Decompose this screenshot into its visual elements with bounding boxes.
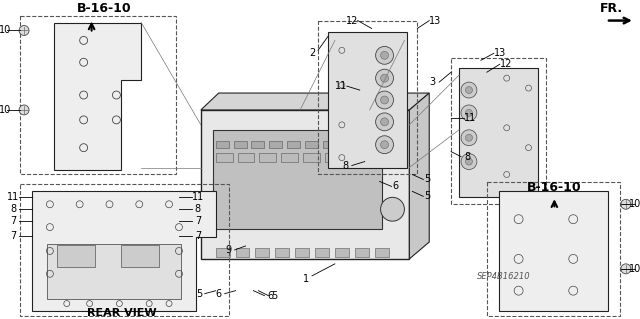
Polygon shape bbox=[201, 110, 410, 259]
Bar bbox=[325, 152, 342, 162]
Bar bbox=[315, 248, 329, 257]
Circle shape bbox=[19, 26, 29, 35]
Text: 5: 5 bbox=[196, 289, 202, 299]
Circle shape bbox=[621, 199, 631, 209]
Bar bbox=[341, 141, 354, 148]
Text: 2: 2 bbox=[309, 48, 315, 58]
Bar bbox=[374, 248, 388, 257]
Bar bbox=[236, 248, 250, 257]
Circle shape bbox=[461, 105, 477, 121]
Polygon shape bbox=[32, 191, 216, 310]
Polygon shape bbox=[499, 191, 608, 310]
Bar bbox=[303, 152, 320, 162]
Bar bbox=[216, 141, 228, 148]
Text: FR.: FR. bbox=[600, 2, 623, 15]
Circle shape bbox=[465, 134, 472, 141]
Text: 5: 5 bbox=[424, 174, 430, 184]
Text: 10: 10 bbox=[628, 199, 640, 209]
Circle shape bbox=[465, 158, 472, 165]
Text: 6: 6 bbox=[216, 289, 222, 299]
Bar bbox=[47, 244, 181, 299]
Text: 10: 10 bbox=[0, 26, 12, 35]
Text: 8: 8 bbox=[464, 152, 470, 162]
Text: 7: 7 bbox=[195, 216, 201, 226]
Text: B-16-10: B-16-10 bbox=[77, 2, 132, 15]
Text: 11: 11 bbox=[464, 113, 476, 123]
Bar bbox=[287, 141, 300, 148]
Bar bbox=[234, 141, 246, 148]
Text: 7: 7 bbox=[10, 231, 16, 241]
Polygon shape bbox=[328, 33, 408, 167]
Circle shape bbox=[381, 51, 388, 59]
Text: 12: 12 bbox=[346, 16, 358, 26]
Bar bbox=[122, 245, 159, 267]
Text: SEP4B16210: SEP4B16210 bbox=[477, 272, 531, 281]
Circle shape bbox=[376, 91, 394, 109]
Text: 3: 3 bbox=[429, 77, 435, 87]
Polygon shape bbox=[410, 93, 429, 259]
Circle shape bbox=[381, 118, 388, 126]
Text: B-16-10: B-16-10 bbox=[527, 181, 582, 194]
Text: 9: 9 bbox=[225, 245, 232, 255]
Text: REAR VIEW: REAR VIEW bbox=[86, 308, 156, 317]
Bar bbox=[212, 130, 381, 229]
Circle shape bbox=[465, 86, 472, 93]
Circle shape bbox=[376, 46, 394, 64]
Bar bbox=[359, 141, 372, 148]
Polygon shape bbox=[201, 93, 429, 110]
Text: 7: 7 bbox=[10, 216, 16, 226]
Circle shape bbox=[461, 82, 477, 98]
Bar bbox=[269, 141, 282, 148]
Text: 8: 8 bbox=[195, 204, 201, 214]
Bar bbox=[216, 248, 230, 257]
Bar bbox=[347, 152, 364, 162]
Text: 13: 13 bbox=[493, 48, 506, 58]
Text: 11: 11 bbox=[192, 192, 204, 202]
Circle shape bbox=[465, 109, 472, 116]
Circle shape bbox=[376, 69, 394, 87]
Bar bbox=[323, 141, 336, 148]
Circle shape bbox=[461, 130, 477, 146]
Circle shape bbox=[19, 105, 29, 115]
Bar bbox=[305, 141, 318, 148]
Circle shape bbox=[461, 154, 477, 169]
Text: 8: 8 bbox=[10, 204, 16, 214]
Text: 11: 11 bbox=[7, 192, 19, 202]
Circle shape bbox=[621, 264, 631, 274]
Bar bbox=[295, 248, 309, 257]
Polygon shape bbox=[54, 23, 141, 169]
Text: 10: 10 bbox=[628, 264, 640, 274]
Text: 5: 5 bbox=[424, 191, 430, 201]
Bar bbox=[237, 152, 255, 162]
Bar bbox=[216, 152, 232, 162]
Bar bbox=[369, 152, 385, 162]
Polygon shape bbox=[459, 68, 538, 197]
Bar bbox=[259, 152, 276, 162]
Text: 12: 12 bbox=[499, 59, 512, 69]
Bar bbox=[57, 245, 95, 267]
Bar bbox=[355, 248, 369, 257]
Bar bbox=[335, 248, 349, 257]
Circle shape bbox=[381, 96, 388, 104]
Text: 6: 6 bbox=[392, 182, 399, 191]
Circle shape bbox=[376, 136, 394, 154]
Text: 8: 8 bbox=[343, 160, 349, 171]
Bar bbox=[376, 141, 390, 148]
Bar bbox=[281, 152, 298, 162]
Bar bbox=[275, 248, 289, 257]
Bar bbox=[390, 152, 408, 162]
Text: 7: 7 bbox=[195, 231, 201, 241]
Text: 1: 1 bbox=[303, 274, 309, 284]
Circle shape bbox=[381, 197, 404, 221]
Circle shape bbox=[381, 74, 388, 82]
Circle shape bbox=[381, 141, 388, 149]
Text: 13: 13 bbox=[429, 16, 442, 26]
Bar bbox=[255, 248, 269, 257]
Text: 5: 5 bbox=[271, 291, 278, 300]
Text: 6: 6 bbox=[268, 291, 273, 300]
Circle shape bbox=[376, 113, 394, 131]
Text: 11: 11 bbox=[335, 81, 347, 91]
Text: 10: 10 bbox=[0, 105, 12, 115]
Bar bbox=[252, 141, 264, 148]
